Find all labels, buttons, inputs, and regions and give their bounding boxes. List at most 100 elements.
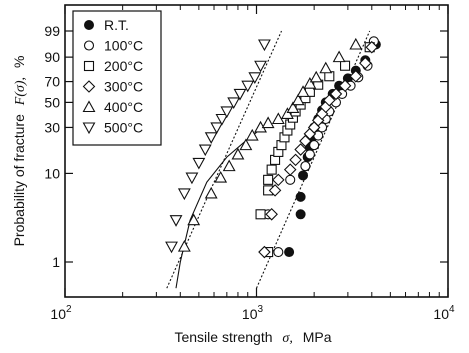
data-point xyxy=(265,208,278,221)
x-axis-title-symbol: σ, xyxy=(282,331,292,346)
y-tick-label: 70 xyxy=(44,74,60,90)
data-point xyxy=(204,186,218,199)
legend-label: 200°C xyxy=(104,58,143,74)
data-point xyxy=(214,170,228,183)
data-point xyxy=(338,79,352,92)
x-tick-base: 10 xyxy=(242,306,258,322)
x-tick-label: 104 xyxy=(433,304,455,322)
data-point xyxy=(323,93,336,107)
y-tick-label: 10 xyxy=(44,165,60,181)
data-point xyxy=(295,191,306,202)
legend-marker xyxy=(82,100,96,113)
y-tick-label: 50 xyxy=(44,94,60,110)
data-point xyxy=(266,164,277,175)
data-point xyxy=(248,72,262,84)
data-point xyxy=(169,215,183,227)
legend-marker xyxy=(83,40,95,51)
legend-label: 300°C xyxy=(104,79,143,95)
data-point xyxy=(272,173,285,187)
data-point xyxy=(268,184,282,197)
data-point xyxy=(283,163,297,176)
data-point xyxy=(215,113,229,126)
data-point xyxy=(187,213,201,226)
data-point xyxy=(365,40,379,54)
data-point xyxy=(289,153,302,167)
data-points xyxy=(165,36,381,259)
data-point xyxy=(165,241,178,254)
data-point xyxy=(231,147,245,160)
data-point xyxy=(339,60,351,71)
data-point xyxy=(298,170,309,181)
dotted-fit-line xyxy=(255,30,371,289)
x-tick-label: 102 xyxy=(50,304,72,322)
legend-label: 100°C xyxy=(104,38,143,54)
data-point xyxy=(220,106,234,119)
y-tick-label: 90 xyxy=(44,49,60,65)
data-point xyxy=(271,112,285,125)
data-point xyxy=(295,209,306,220)
data-point xyxy=(359,56,372,70)
data-point xyxy=(286,101,300,114)
legend-marker xyxy=(82,122,96,135)
legend-marker xyxy=(82,80,96,93)
data-point xyxy=(304,149,315,160)
data-point xyxy=(309,140,320,151)
data-point xyxy=(263,174,274,185)
data-point xyxy=(255,209,266,220)
data-point xyxy=(296,85,310,97)
y-axis-title-prefix: Probability of fracture xyxy=(11,114,27,246)
data-point xyxy=(349,37,363,50)
x-axis-title-prefix: Tensile strength xyxy=(174,329,272,345)
legend-label: R.T. xyxy=(104,17,129,33)
data-point xyxy=(329,87,343,101)
y-axis-title-unit: % xyxy=(11,56,27,68)
data-point xyxy=(245,128,259,141)
data-point xyxy=(241,80,255,93)
legend: R.T. 100°C 200°C 300°C 400°C 500°C xyxy=(72,10,162,146)
data-point xyxy=(258,245,271,259)
data-point xyxy=(227,97,241,110)
legend-label: 400°C xyxy=(104,99,143,115)
data-point xyxy=(257,39,271,52)
x-tick-exponent: 3 xyxy=(258,304,264,315)
data-point xyxy=(280,107,294,119)
legend-marker xyxy=(84,20,94,30)
legend-label: 500°C xyxy=(104,120,143,136)
data-point xyxy=(285,174,296,185)
x-tick-label: 103 xyxy=(242,304,264,322)
y-axis-title: Probability of fracture F(σ), % xyxy=(11,56,28,247)
data-point xyxy=(239,138,253,151)
data-point xyxy=(284,247,295,258)
solid-fit-curve xyxy=(175,126,264,289)
data-point xyxy=(332,50,346,63)
data-point xyxy=(261,116,275,129)
x-tick-base: 10 xyxy=(433,306,449,322)
data-point xyxy=(204,132,218,144)
data-point xyxy=(273,247,284,258)
y-tick-label: 99 xyxy=(44,23,60,39)
data-point xyxy=(319,61,333,74)
data-point xyxy=(192,157,206,170)
y-axis-title-symbol: F(σ), xyxy=(13,77,28,106)
data-point xyxy=(349,69,363,83)
data-point xyxy=(254,60,267,73)
data-point xyxy=(210,122,224,135)
data-point xyxy=(303,77,317,89)
data-point xyxy=(177,239,191,252)
data-point xyxy=(222,159,236,172)
y-tick-label: 1 xyxy=(52,254,60,270)
data-point xyxy=(177,188,191,201)
x-axis-title-unit: MPa xyxy=(303,329,332,345)
x-tick-exponent: 4 xyxy=(449,304,455,315)
data-point xyxy=(233,88,247,101)
x-axis-ticks: 102 103 104 xyxy=(50,5,455,322)
x-tick-base: 10 xyxy=(50,306,66,322)
legend-marker xyxy=(83,60,95,72)
data-point xyxy=(300,161,311,172)
data-point xyxy=(309,70,323,83)
data-point xyxy=(185,172,199,185)
data-point xyxy=(291,93,305,106)
y-axis-ticks: 1 10 30 50 70 90 99 xyxy=(44,23,448,270)
x-axis-title: Tensile strength σ, MPa xyxy=(174,329,331,346)
